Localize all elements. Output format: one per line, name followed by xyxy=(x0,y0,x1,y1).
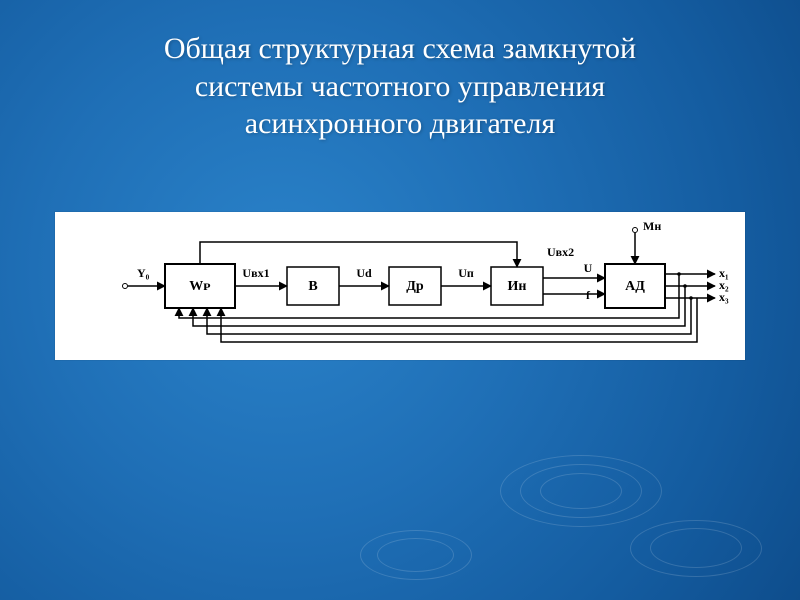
title-line-2: системы частотного управления xyxy=(195,70,605,103)
svg-text:Uп: Uп xyxy=(458,266,474,280)
svg-text:U: U xyxy=(584,261,593,275)
svg-text:В: В xyxy=(308,279,317,294)
slide-title: Общая структурная схема замкнутой систем… xyxy=(60,30,740,143)
svg-text:Uвх1: Uвх1 xyxy=(242,266,269,280)
title-line-3: асинхронного двигателя xyxy=(245,107,555,140)
ripple-deco xyxy=(360,530,472,580)
slide: Общая структурная схема замкнутой систем… xyxy=(0,0,800,600)
svg-text:Ud: Ud xyxy=(356,266,372,280)
ripple-deco xyxy=(377,538,454,572)
svg-text:Y₀: Y₀ xyxy=(137,266,150,280)
diagram-panel: WᴘВДрИнАДY₀Uвх1UdUпUfUвх2Mнx₁x₂x₃ xyxy=(55,212,745,360)
svg-text:Uвх2: Uвх2 xyxy=(547,245,574,259)
svg-text:Ин: Ин xyxy=(508,279,527,294)
svg-text:Др: Др xyxy=(406,279,424,294)
svg-text:Wᴘ: Wᴘ xyxy=(189,279,210,294)
ripple-deco xyxy=(650,528,742,568)
title-line-1: Общая структурная схема замкнутой xyxy=(164,32,636,65)
ripple-deco xyxy=(540,473,622,509)
ripple-deco xyxy=(520,464,642,518)
ripple-deco xyxy=(500,455,662,527)
ripple-deco xyxy=(630,520,762,577)
svg-text:Mн: Mн xyxy=(643,219,661,233)
block-diagram-svg: WᴘВДрИнАДY₀Uвх1UdUпUfUвх2Mнx₁x₂x₃ xyxy=(55,212,745,360)
svg-text:АД: АД xyxy=(625,279,645,294)
svg-text:x₃: x₃ xyxy=(719,290,729,304)
